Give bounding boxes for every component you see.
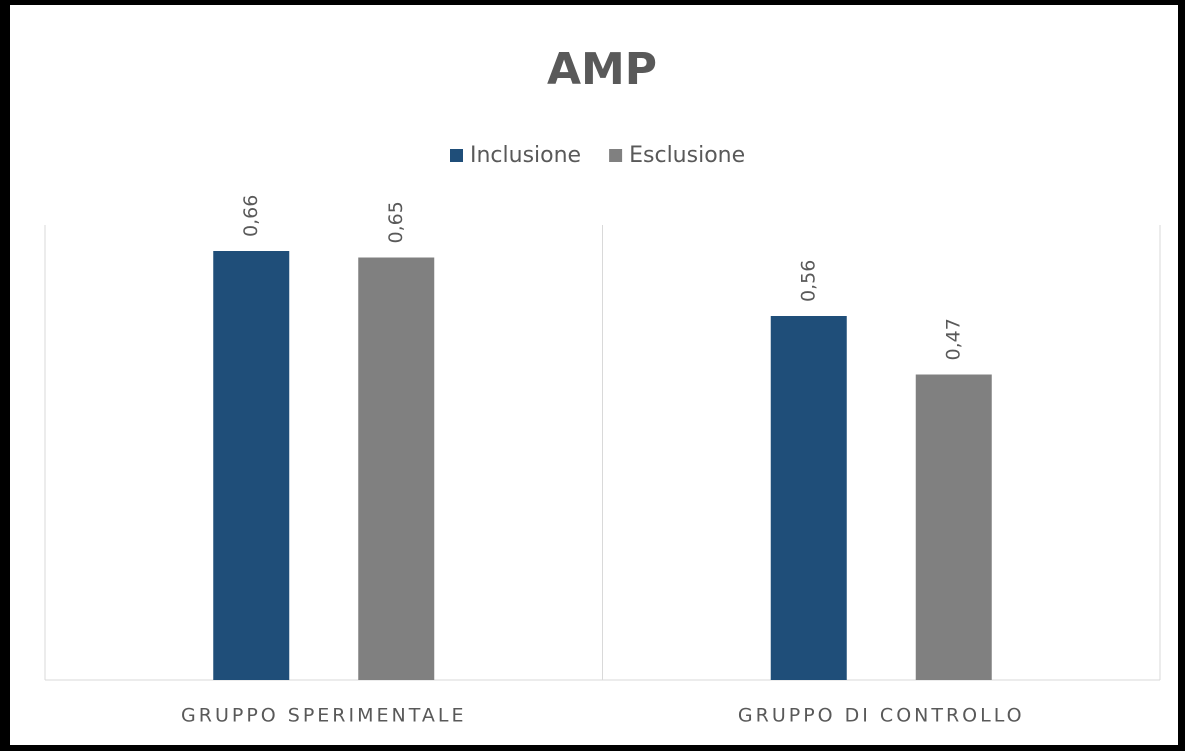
data-label: 0,66 bbox=[240, 195, 262, 237]
legend-label: Esclusione bbox=[629, 143, 745, 168]
legend-label: Inclusione bbox=[470, 143, 581, 168]
legend-swatch bbox=[450, 149, 463, 162]
data-label: 0,65 bbox=[385, 201, 407, 243]
bar bbox=[915, 374, 992, 680]
data-label: 0,56 bbox=[797, 260, 819, 302]
x-tick-label: GRUPPO DI CONTROLLO bbox=[738, 705, 1025, 727]
bar bbox=[770, 316, 847, 680]
x-tick-label: GRUPPO SPERIMENTALE bbox=[181, 705, 466, 727]
bar bbox=[358, 257, 435, 680]
chart-area bbox=[10, 5, 1178, 745]
legend-swatch bbox=[609, 149, 623, 162]
data-label: 0,47 bbox=[942, 318, 964, 360]
chart-title: AMP bbox=[547, 44, 657, 95]
bar bbox=[213, 251, 290, 680]
